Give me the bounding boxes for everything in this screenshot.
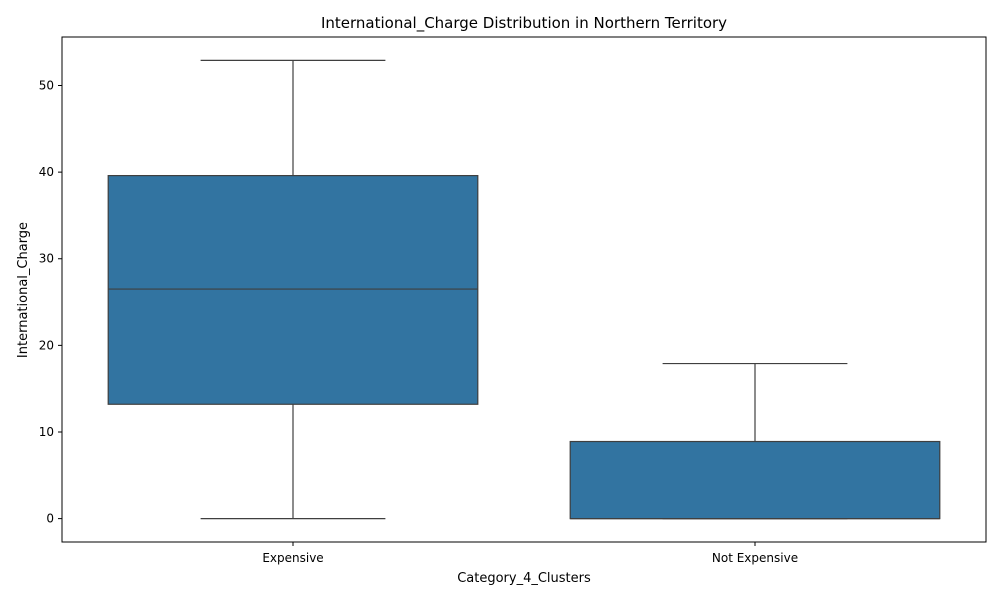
plot-area xyxy=(107,59,941,520)
y-tick-label: 20 xyxy=(39,338,54,352)
y-axis: 0 10 20 30 40 50 xyxy=(39,79,62,526)
y-tick-label: 30 xyxy=(39,252,54,266)
iqr-box xyxy=(569,440,941,520)
y-tick-label: 0 xyxy=(46,512,54,526)
x-axis-label: Category_4_Clusters xyxy=(457,571,591,586)
iqr-box xyxy=(107,174,479,405)
y-tick-label: 50 xyxy=(39,79,54,93)
x-tick-label: Not Expensive xyxy=(712,551,798,565)
y-axis-label: International_Charge xyxy=(16,222,31,358)
y-tick-label: 40 xyxy=(39,165,54,179)
axes-frame xyxy=(61,36,987,543)
y-tick-label: 10 xyxy=(39,425,54,439)
box-not-expensive xyxy=(569,362,941,520)
box-expensive xyxy=(107,59,479,520)
chart-title: International_Charge Distribution in Nor… xyxy=(321,14,727,33)
x-axis: Expensive Not Expensive xyxy=(262,542,798,565)
x-tick-label: Expensive xyxy=(262,551,323,565)
